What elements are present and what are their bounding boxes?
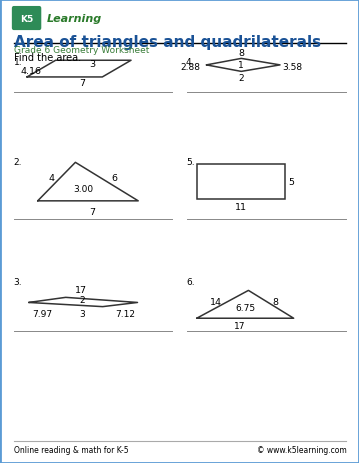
Text: 8: 8 [238,49,244,57]
Text: Grade 6 Geometry Worksheet: Grade 6 Geometry Worksheet [14,46,149,55]
Text: 4.16: 4.16 [20,67,41,76]
Text: 7: 7 [90,207,95,216]
Text: 14: 14 [210,298,222,307]
Text: 4: 4 [48,174,55,183]
Text: Learning: Learning [47,14,102,24]
Text: 2.88: 2.88 [180,63,200,72]
Text: 5: 5 [288,177,294,187]
Text: 3.: 3. [14,278,22,287]
Text: 4.: 4. [186,58,195,67]
Text: Online reading & math for K-5: Online reading & math for K-5 [14,445,128,454]
Text: 6.: 6. [186,278,195,287]
Text: 5.: 5. [186,157,195,166]
Text: 2: 2 [238,74,244,82]
Text: 2: 2 [79,295,85,305]
Text: 2.: 2. [14,157,22,166]
Text: 8: 8 [273,298,279,307]
Text: 17: 17 [234,322,246,331]
Bar [197,164,285,199]
Text: 3: 3 [79,309,85,318]
Text: 3.00: 3.00 [73,185,93,194]
Text: 7.12: 7.12 [115,309,135,318]
Text: © www.k5learning.com: © www.k5learning.com [257,445,346,454]
Text: 1: 1 [238,61,244,70]
Text: K5: K5 [20,14,33,24]
Text: 7: 7 [79,79,85,88]
Text: 17: 17 [75,285,87,294]
FancyBboxPatch shape [12,7,41,31]
Text: 1.: 1. [14,58,22,67]
Text: 11: 11 [234,203,247,212]
Text: Find the area.: Find the area. [14,53,81,63]
Text: 3: 3 [89,59,96,69]
Text: 3.58: 3.58 [282,63,302,72]
Text: 6.75: 6.75 [236,303,256,312]
Text: Area of triangles and quadrilaterals: Area of triangles and quadrilaterals [14,35,321,50]
Text: 7.97: 7.97 [32,309,52,318]
Text: 6: 6 [111,174,117,183]
